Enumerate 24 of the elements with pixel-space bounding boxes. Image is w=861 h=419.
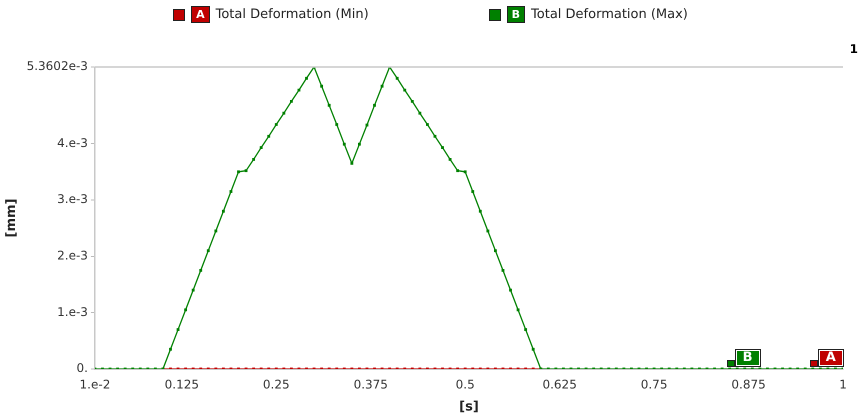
y-tick-label: 2.e-3 <box>57 248 88 262</box>
y-tick-label: 4.e-3 <box>57 136 88 150</box>
legend-label: Total Deformation (Max) <box>531 7 688 22</box>
x-tick-label: 0.875 <box>731 377 766 392</box>
legend-label: Total Deformation (Min) <box>216 7 369 22</box>
annotation: A <box>818 349 844 367</box>
x-tick-label: 1.e-2 <box>80 377 110 392</box>
x-tick-label: 0.5 <box>456 377 475 392</box>
x-tick-label: 0.625 <box>542 377 577 392</box>
text: B <box>512 8 520 21</box>
x-tick-label: 0.125 <box>164 377 200 392</box>
y-axis-title: [mm] <box>4 198 20 238</box>
x-tick-label: 0.25 <box>262 377 290 392</box>
y-tick-label: 1.e-3 <box>57 304 88 319</box>
x-axis-title: [s] <box>459 400 479 415</box>
y-tick-label: 5.3602e-3 <box>26 59 88 74</box>
x-tick-label: 0.375 <box>354 377 388 392</box>
annotation: B <box>734 349 761 367</box>
x-tick-label: 0.75 <box>640 377 668 392</box>
x-tick-label: 1 <box>839 377 847 392</box>
y-tick-label: 0. <box>76 361 88 376</box>
y-tick-label: 3.e-3 <box>57 192 88 206</box>
text: A <box>196 8 205 21</box>
text: 1 <box>850 42 858 56</box>
